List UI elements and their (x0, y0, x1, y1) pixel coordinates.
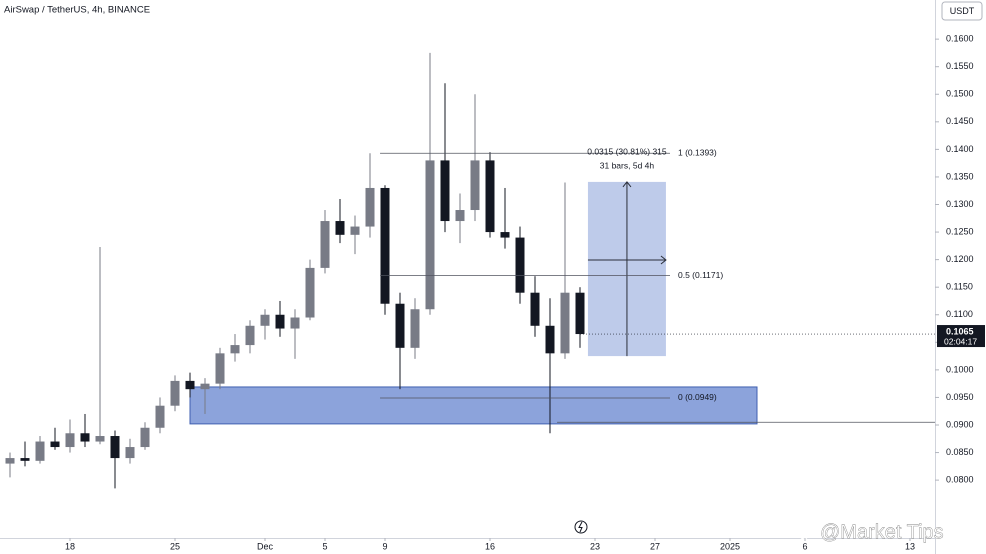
x-tick-label: Dec (257, 541, 274, 551)
y-tick-label: 0.0900 (946, 419, 974, 429)
candle-body (305, 267, 315, 318)
candle-body (50, 441, 60, 448)
candle-body (365, 187, 375, 227)
fib-label: 0 (0.0949) (678, 392, 717, 402)
last-price-box (937, 325, 985, 348)
candle-body (170, 380, 180, 406)
lightning-icon-bolt (578, 521, 583, 533)
x-tick-label: 23 (590, 541, 600, 551)
candle-body (455, 210, 465, 222)
y-tick-label: 0.1150 (946, 282, 973, 292)
measure-label: 0.0315 (30.81%) 315 (587, 146, 667, 156)
y-tick-label: 0.0950 (946, 392, 974, 402)
candle-body (485, 160, 495, 233)
candle-body (320, 221, 330, 268)
candle-body (245, 325, 255, 346)
candle-body (410, 309, 420, 348)
measure-arrowhead-v (622, 181, 632, 188)
candle-body (395, 303, 405, 348)
countdown-label: 02:04:17 (944, 336, 977, 346)
x-tick-label: 16 (485, 541, 495, 551)
candle-body (380, 187, 390, 304)
candle-body (140, 427, 150, 448)
x-tick-label: 13 (905, 541, 915, 551)
x-tick-label: 18 (65, 541, 75, 551)
watermark-logo (794, 522, 814, 542)
plot: 1 (0.1393) 0.5 (0.1171) 0 (0.0949) 0.0315 (… (5, 52, 935, 489)
y-tick-label: 0.1300 (946, 199, 974, 209)
last-price-label: 0.1065 (946, 326, 974, 336)
measure-sublabel: 31 bars, 5d 4h (600, 160, 655, 170)
candle-body (20, 458, 30, 461)
candle-body (560, 292, 570, 354)
candle-body (35, 441, 45, 461)
candle-body (530, 292, 540, 326)
currency-box[interactable] (941, 1, 983, 21)
candle-body (65, 433, 75, 448)
x-tick-label: 25 (170, 541, 180, 551)
y-tick-label: 0.1250 (946, 226, 974, 236)
candle-body (290, 317, 300, 329)
x-tick-label: 5 (322, 541, 327, 551)
watermark: @Market Tips (820, 521, 944, 543)
candle-body (350, 226, 360, 235)
chart-title: AirSwap / TetherUS, 4h, BINANCE (4, 5, 150, 16)
candle-body (425, 160, 435, 310)
y-tick-label: 0.0850 (946, 447, 974, 457)
candle-body (470, 160, 480, 211)
y-tick-label: 0.1350 (946, 171, 974, 181)
candle-body (440, 160, 450, 222)
fib-label: 0.5 (0.1171) (678, 270, 723, 280)
candle-body (155, 405, 165, 428)
candle-body (545, 325, 555, 354)
candle-body (110, 436, 120, 459)
candle-body (260, 314, 270, 326)
candle-body (95, 436, 105, 442)
candle-body (200, 383, 210, 390)
y-tick-label: 0.1000 (946, 364, 974, 374)
candle-body (125, 447, 135, 459)
y-tick-label: 0.1400 (946, 144, 974, 154)
x-tick-label: 9 (382, 541, 387, 551)
fib-label: 1 (0.1393) (678, 147, 717, 157)
candle-body (230, 345, 240, 354)
candle-body (500, 232, 510, 238)
y-tick-label: 0.1100 (946, 309, 973, 319)
candle-body (575, 292, 585, 335)
y-tick-label: 0.1200 (946, 254, 974, 264)
candle-body (275, 314, 285, 329)
y-tick-label: 0.1500 (946, 89, 974, 99)
currency-label[interactable]: USDT (950, 6, 975, 16)
candle-body (80, 433, 90, 442)
x-tick-label: 27 (650, 541, 660, 551)
y-tick-label: 0.1550 (946, 61, 974, 71)
y-tick-label: 0.1450 (946, 116, 974, 126)
measure-arrowhead-h (660, 255, 667, 265)
candle-body (185, 380, 195, 390)
support-zone (189, 386, 758, 425)
y-tick-label: 0.1600 (946, 34, 974, 44)
y-tick-label: 0.0800 (946, 474, 974, 484)
candle-body (515, 237, 525, 293)
candle-body (215, 353, 225, 384)
x-tick-label: 6 (802, 541, 807, 551)
lightning-icon[interactable] (574, 520, 588, 534)
x-tick-label: 2025 (720, 541, 740, 551)
candle-body (335, 221, 345, 235)
candle-body (5, 458, 15, 464)
